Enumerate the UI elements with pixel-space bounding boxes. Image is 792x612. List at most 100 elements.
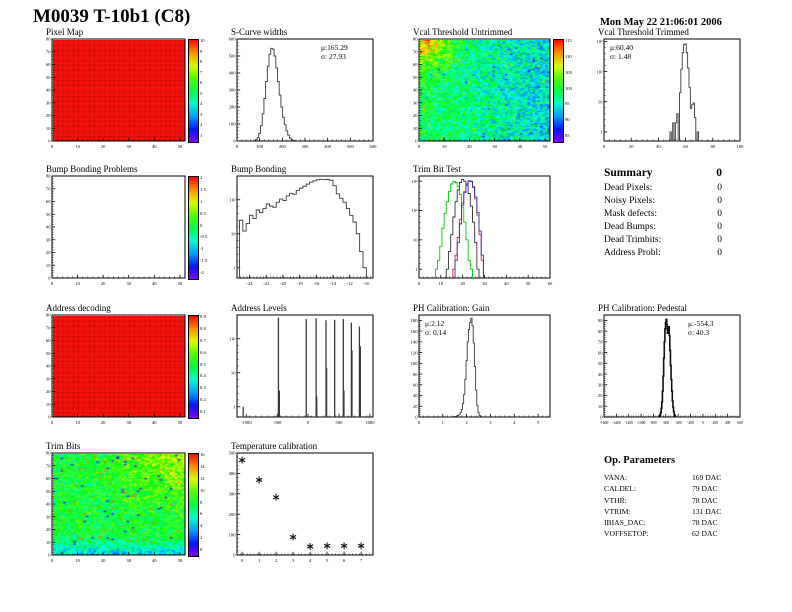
op-parameter-label: VANA: xyxy=(604,473,628,482)
svg-text:10: 10 xyxy=(413,238,418,243)
svg-text:-500: -500 xyxy=(273,420,282,425)
address_decoding-colorbar-label: 0.1 xyxy=(200,409,206,414)
op-parameter-label: IBIAS_DAC: xyxy=(604,518,646,528)
address_decoding-colorbar-label: 0.8 xyxy=(200,325,206,331)
vcal_untrimmed-title: Vcal Threshold Untrimmed xyxy=(413,26,513,37)
svg-text:70: 70 xyxy=(46,463,51,468)
bump_bonding-title: Bump Bonding xyxy=(231,163,287,174)
svg-text:3: 3 xyxy=(292,558,295,563)
stat-line: σ: 27.93 xyxy=(321,52,346,61)
svg-text:10: 10 xyxy=(46,263,51,268)
svg-text:30: 30 xyxy=(482,281,487,286)
op-parameter-row: VANA: 169 DAC xyxy=(604,472,754,483)
stat-line: μ:60.40 xyxy=(610,43,633,52)
svg-text:0: 0 xyxy=(48,276,51,281)
vcal_untrimmed-colorbar-label: 105 xyxy=(565,69,572,75)
summary-block: Summary 0 Dead Pixels: 0 Noisy Pixels: 0 Mas… xyxy=(604,167,722,259)
scurve-stats: μ:165.29 σ: 27.93 xyxy=(321,43,348,61)
svg-text:500: 500 xyxy=(336,420,344,425)
svg-text:10³: 10³ xyxy=(597,39,604,44)
svg-text:1: 1 xyxy=(233,404,236,409)
vcal_untrimmed-heatmap xyxy=(419,39,550,141)
summary-row-label: Noisy Pixels: xyxy=(604,195,655,206)
svg-text:300: 300 xyxy=(229,88,237,93)
svg-text:30: 30 xyxy=(413,100,418,105)
svg-text:60: 60 xyxy=(46,199,51,204)
svg-text:-1400: -1400 xyxy=(612,421,621,425)
svg-text:0: 0 xyxy=(415,415,418,420)
temp_calibration-chart: 0 1 2 3 4 5 6 7 0 100 200 300 400 500 xyxy=(229,451,374,563)
op-parameter-value: 78 DAC xyxy=(692,518,718,528)
address_decoding-colorbar-label: 0.3 xyxy=(200,385,206,391)
vcal_untrimmed-colorbar-label: 95 xyxy=(565,101,570,107)
svg-text:60: 60 xyxy=(598,350,603,355)
svg-text:50: 50 xyxy=(543,144,548,149)
op-parameter-row: CALDEL: 79 DAC xyxy=(604,483,754,494)
trim_bits-colorbar-label: 8 xyxy=(200,499,203,505)
svg-text:90: 90 xyxy=(598,318,603,323)
svg-text:0: 0 xyxy=(51,558,54,563)
svg-text:10: 10 xyxy=(442,144,447,149)
svg-text:40: 40 xyxy=(413,393,418,398)
svg-text:10²: 10² xyxy=(597,69,604,74)
svg-text:50: 50 xyxy=(413,75,418,80)
op-parameter-row: VTHR: 78 DAC xyxy=(604,495,754,506)
svg-text:0: 0 xyxy=(418,144,421,149)
svg-text:70: 70 xyxy=(46,186,51,191)
vcal_untrimmed-colorbar xyxy=(553,39,564,143)
svg-text:10: 10 xyxy=(75,144,80,149)
stat-line: μ:-554.3 xyxy=(688,319,714,328)
address_decoding-colorbar-label: 0.4 xyxy=(200,373,206,379)
svg-text:200: 200 xyxy=(229,105,237,110)
svg-text:-16: -16 xyxy=(313,281,320,286)
svg-text:10: 10 xyxy=(598,99,603,104)
trim_bits-title: Trim Bits xyxy=(46,440,81,451)
stat-line: μ:2.12 xyxy=(425,319,445,328)
summary-row-value: 0 xyxy=(717,221,722,232)
address_decoding-colorbar-label: 0.5 xyxy=(200,361,206,367)
bump_problems-title: Bump Bonding Problems xyxy=(46,163,138,174)
trim_bits-colorbar-label: 12 xyxy=(200,475,205,481)
bump_problems-colorbar-label: -2 xyxy=(200,270,204,275)
svg-text:70: 70 xyxy=(46,325,51,330)
stat-line: σ: 40.3 xyxy=(688,328,710,337)
op-parameters-rows: VANA: 169 DAC CALDEL: 79 DAC VTHR: 78 DAC VTRI… xyxy=(604,472,754,540)
svg-text:2: 2 xyxy=(275,558,278,563)
svg-text:20: 20 xyxy=(413,113,418,118)
svg-text:100: 100 xyxy=(229,532,237,537)
pixel_map-colorbar-label: 6 xyxy=(200,80,203,86)
svg-text:-14: -14 xyxy=(330,281,337,286)
svg-text:-1600: -1600 xyxy=(600,421,609,425)
svg-text:40: 40 xyxy=(46,502,51,507)
address_decoding-colorbar xyxy=(188,315,199,419)
summary-row-value: 0 xyxy=(717,247,722,258)
summary-title: Summary xyxy=(604,167,653,179)
svg-text:60: 60 xyxy=(46,62,51,67)
stat-line: σ: 1.48 xyxy=(610,52,632,61)
svg-text:40: 40 xyxy=(46,225,51,230)
svg-text:200: 200 xyxy=(279,144,287,149)
svg-text:0: 0 xyxy=(418,420,421,425)
svg-text:120: 120 xyxy=(411,350,419,355)
svg-text:0: 0 xyxy=(48,553,51,558)
svg-text:60: 60 xyxy=(413,62,418,67)
svg-text:0: 0 xyxy=(702,421,704,425)
svg-text:1: 1 xyxy=(233,265,236,270)
svg-text:3: 3 xyxy=(489,420,492,425)
trim_bits-colorbar xyxy=(188,453,199,557)
bump_problems-colorbar-label: 1.5 xyxy=(200,186,206,192)
svg-text:70: 70 xyxy=(598,340,603,345)
svg-text:40: 40 xyxy=(152,144,157,149)
op-parameter-value: 62 DAC xyxy=(692,529,718,539)
svg-text:2: 2 xyxy=(465,420,468,425)
svg-text:20: 20 xyxy=(460,281,465,286)
stat-line: μ:165.29 xyxy=(321,43,348,52)
trimbit_test-title: Trim Bit Test xyxy=(413,163,461,174)
svg-text:80: 80 xyxy=(413,372,418,377)
address_decoding-heatmap xyxy=(52,315,185,417)
svg-text:20: 20 xyxy=(413,404,418,409)
svg-text:10: 10 xyxy=(75,281,80,286)
ph_gain-stats: μ:2.12 σ: 0.14 xyxy=(425,319,446,337)
svg-text:1000: 1000 xyxy=(365,420,375,425)
bump_bonding-chart: -24 -22 -20 -18 -16 -14 -12 -10 1 10 10² xyxy=(230,175,374,286)
